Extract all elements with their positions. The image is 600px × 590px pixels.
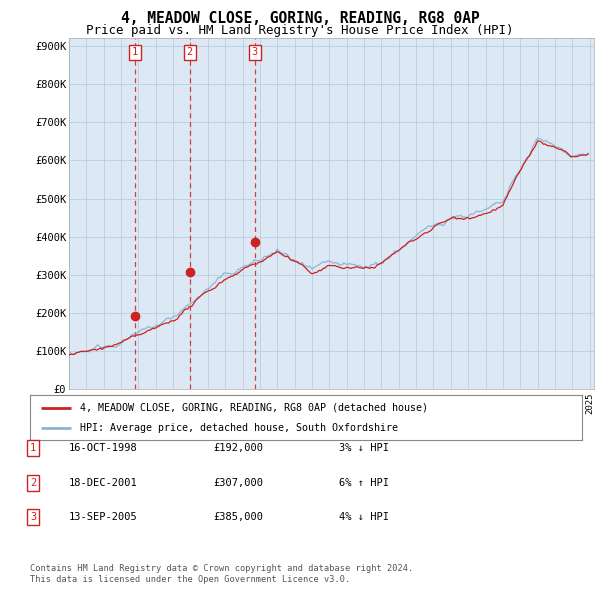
Text: £307,000: £307,000 bbox=[213, 478, 263, 487]
Text: 2: 2 bbox=[187, 47, 193, 57]
Text: HPI: Average price, detached house, South Oxfordshire: HPI: Average price, detached house, Sout… bbox=[80, 424, 398, 434]
Text: 4, MEADOW CLOSE, GORING, READING, RG8 0AP: 4, MEADOW CLOSE, GORING, READING, RG8 0A… bbox=[121, 11, 479, 25]
Text: 2: 2 bbox=[30, 478, 36, 487]
Text: 16-OCT-1998: 16-OCT-1998 bbox=[69, 444, 138, 453]
Text: £385,000: £385,000 bbox=[213, 512, 263, 522]
Text: £192,000: £192,000 bbox=[213, 444, 263, 453]
Text: 6% ↑ HPI: 6% ↑ HPI bbox=[339, 478, 389, 487]
Text: 3: 3 bbox=[252, 47, 258, 57]
Text: This data is licensed under the Open Government Licence v3.0.: This data is licensed under the Open Gov… bbox=[30, 575, 350, 584]
Text: 13-SEP-2005: 13-SEP-2005 bbox=[69, 512, 138, 522]
Text: 1: 1 bbox=[30, 444, 36, 453]
Text: 4% ↓ HPI: 4% ↓ HPI bbox=[339, 512, 389, 522]
Text: 4, MEADOW CLOSE, GORING, READING, RG8 0AP (detached house): 4, MEADOW CLOSE, GORING, READING, RG8 0A… bbox=[80, 403, 428, 412]
Text: Contains HM Land Registry data © Crown copyright and database right 2024.: Contains HM Land Registry data © Crown c… bbox=[30, 565, 413, 573]
Text: 1: 1 bbox=[131, 47, 138, 57]
Text: Price paid vs. HM Land Registry's House Price Index (HPI): Price paid vs. HM Land Registry's House … bbox=[86, 24, 514, 37]
Text: 3: 3 bbox=[30, 512, 36, 522]
Text: 18-DEC-2001: 18-DEC-2001 bbox=[69, 478, 138, 487]
Text: 3% ↓ HPI: 3% ↓ HPI bbox=[339, 444, 389, 453]
